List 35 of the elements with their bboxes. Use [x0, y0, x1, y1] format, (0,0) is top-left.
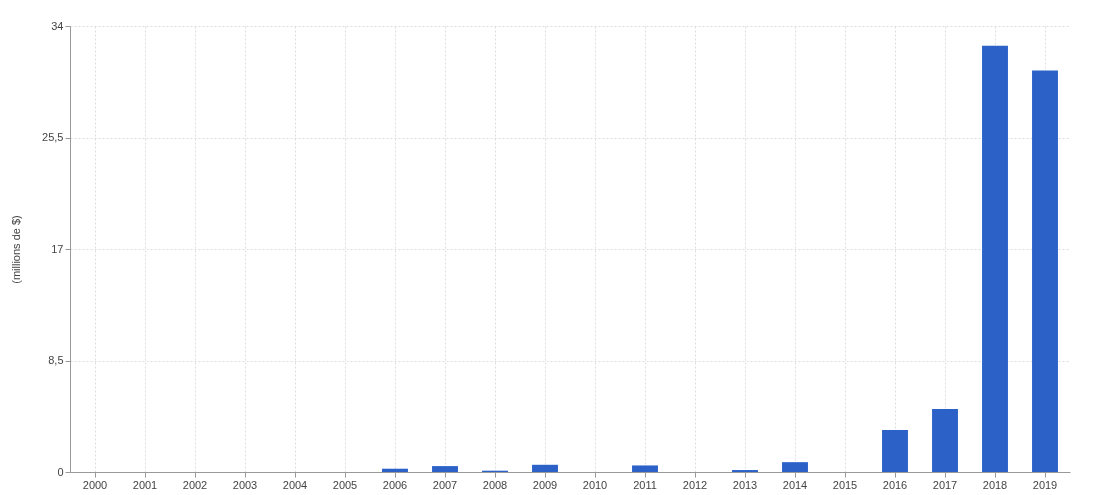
x-tick-label: 2005	[332, 478, 358, 491]
bar	[1032, 70, 1058, 472]
x-tick-label: 2008	[482, 478, 508, 491]
x-tick-label: 2017	[932, 478, 958, 491]
bar	[882, 430, 908, 472]
x-tick-label: 2004	[282, 478, 308, 491]
x-tick-label: 2000	[82, 478, 108, 491]
bar	[532, 464, 558, 472]
x-tick-label: 2006	[382, 478, 408, 491]
x-tick-label: 2001	[132, 478, 158, 491]
x-tick-label: 2003	[232, 478, 258, 491]
y-tick-label: 0	[57, 465, 64, 478]
x-tick-label: 2019	[1032, 478, 1058, 491]
bar	[382, 468, 408, 472]
bar	[632, 465, 658, 472]
bar	[782, 462, 808, 472]
y-tick-label: 17	[51, 242, 64, 255]
x-tick-label: 2010	[582, 478, 608, 491]
bar	[982, 45, 1008, 472]
x-tick-label: 2011	[633, 478, 657, 491]
y-tick-label: 25,5	[42, 131, 64, 143]
x-tick-label: 2002	[182, 478, 208, 491]
y-tick-label: 8,5	[48, 354, 64, 366]
x-tick-label: 2007	[432, 478, 458, 491]
y-axis-title: (millions de $)	[10, 215, 23, 284]
bar	[932, 409, 958, 472]
y-tick-label: 34	[51, 19, 64, 32]
x-tick-label: 2014	[782, 478, 808, 491]
bar	[432, 466, 458, 472]
x-tick-label: 2012	[682, 478, 708, 491]
x-tick-label: 2009	[532, 478, 558, 491]
x-tick-label: 2015	[832, 478, 858, 491]
x-tick-label: 2016	[882, 478, 908, 491]
x-tick-label: 2013	[732, 478, 758, 491]
x-tick-label: 2018	[982, 478, 1008, 491]
